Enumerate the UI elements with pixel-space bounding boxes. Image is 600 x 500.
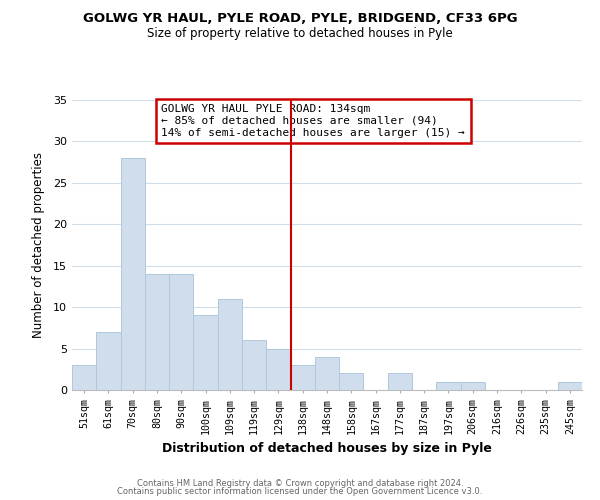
Bar <box>266 348 290 390</box>
Bar <box>193 316 218 390</box>
Bar <box>461 382 485 390</box>
Text: Size of property relative to detached houses in Pyle: Size of property relative to detached ho… <box>147 28 453 40</box>
Bar <box>242 340 266 390</box>
Bar <box>218 299 242 390</box>
Bar <box>339 374 364 390</box>
X-axis label: Distribution of detached houses by size in Pyle: Distribution of detached houses by size … <box>162 442 492 455</box>
Bar <box>388 374 412 390</box>
Bar <box>72 365 96 390</box>
Bar <box>121 158 145 390</box>
Bar <box>145 274 169 390</box>
Y-axis label: Number of detached properties: Number of detached properties <box>32 152 44 338</box>
Text: GOLWG YR HAUL, PYLE ROAD, PYLE, BRIDGEND, CF33 6PG: GOLWG YR HAUL, PYLE ROAD, PYLE, BRIDGEND… <box>83 12 517 26</box>
Text: Contains public sector information licensed under the Open Government Licence v3: Contains public sector information licen… <box>118 487 482 496</box>
Bar <box>96 332 121 390</box>
Text: GOLWG YR HAUL PYLE ROAD: 134sqm
← 85% of detached houses are smaller (94)
14% of: GOLWG YR HAUL PYLE ROAD: 134sqm ← 85% of… <box>161 104 465 138</box>
Bar <box>436 382 461 390</box>
Bar <box>169 274 193 390</box>
Bar <box>558 382 582 390</box>
Bar <box>290 365 315 390</box>
Text: Contains HM Land Registry data © Crown copyright and database right 2024.: Contains HM Land Registry data © Crown c… <box>137 478 463 488</box>
Bar <box>315 357 339 390</box>
